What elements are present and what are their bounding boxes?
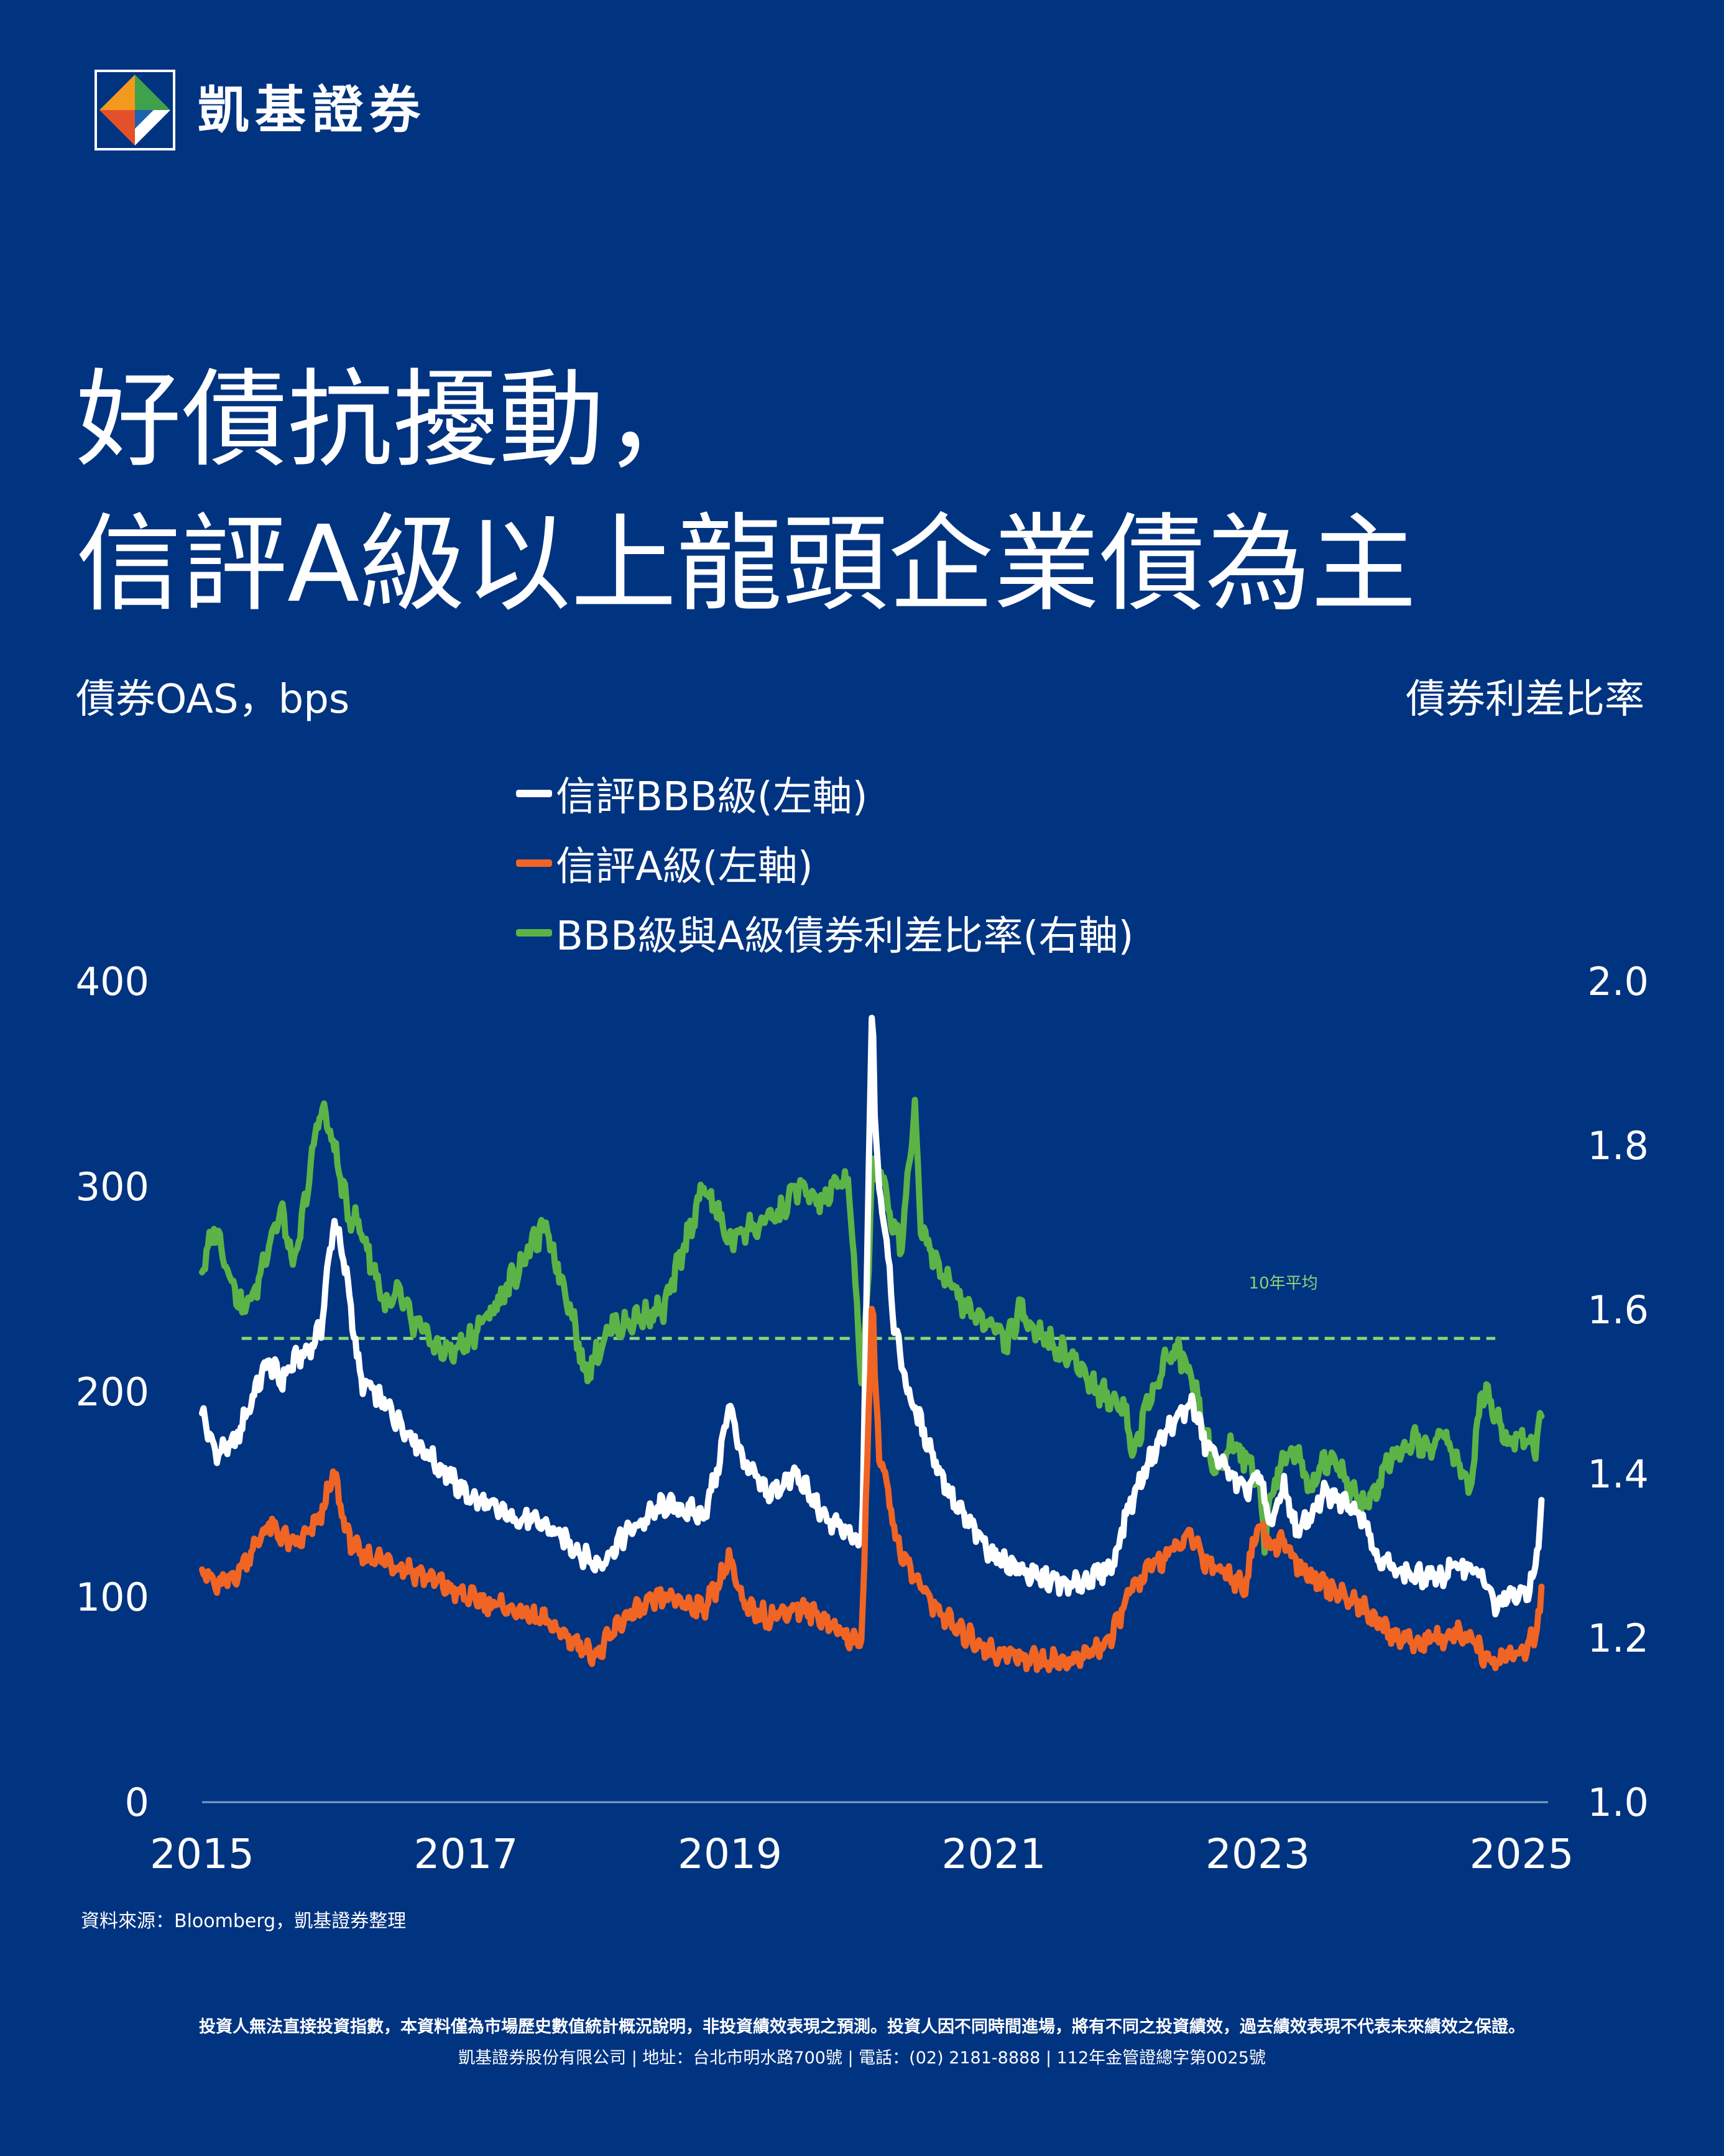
disclaimer-line-2: 凱基證券股份有限公司 | 地址：台北市明水路700號 | 電話：(02) 218… <box>458 2048 1266 2068</box>
average-annotation: 10年平均 <box>1249 1274 1318 1293</box>
y-right-tick-label: 1.2 <box>1587 1616 1649 1661</box>
y-left-tick-label: 300 <box>76 1164 149 1210</box>
a-series-line <box>199 1305 1545 1673</box>
y-left-tick-label: 100 <box>76 1575 149 1620</box>
x-tick-label: 2025 <box>1470 1830 1574 1878</box>
right-axis-title: 債券利差比率 <box>1406 677 1644 723</box>
legend-label-a: 信評A級(左軸) <box>556 844 813 890</box>
x-tick-label: 2021 <box>942 1830 1046 1878</box>
page-title: 好債抗擾動， 信評A級以上龍頭企業債為主 <box>76 348 1416 637</box>
y-left-tick-label: 200 <box>76 1369 149 1415</box>
brand-name: 凱基證券 <box>198 81 427 140</box>
legend-item-bbb: 信評BBB級(左軸) <box>516 759 1133 828</box>
y-left-tick-label: 0 <box>125 1780 149 1825</box>
brand-logo <box>94 70 175 150</box>
legend-label-bbb: 信評BBB級(左軸) <box>556 774 868 820</box>
bbb-series-line <box>199 1014 1545 1617</box>
y-left-tick-label: 400 <box>76 959 149 1004</box>
legend-swatch-a <box>516 859 552 867</box>
legend-item-ratio: BBB級與A級債券利差比率(右軸) <box>516 898 1133 968</box>
source-note: 資料來源：Bloomberg，凱基證券整理 <box>81 1910 407 1932</box>
oas-chart: 0 100 200 300 400 1.0 1.2 1.4 1.6 1.8 2.0 2015 2017 2… <box>76 959 1649 1878</box>
legend-swatch-bbb <box>516 790 552 797</box>
y-right-tick-label: 1.8 <box>1587 1123 1649 1168</box>
x-tick-label: 2017 <box>414 1830 519 1878</box>
title-line-2: 信評A級以上龍頭企業債為主 <box>76 503 1417 626</box>
disclaimer-line-1: 投資人無法直接投資指數，本資料僅為市場歷史數值統計概況說明，非投資績效表現之預測… <box>199 2017 1525 2037</box>
y-right-tick-label: 1.6 <box>1587 1287 1649 1333</box>
left-axis-title: 債券OAS，bps <box>76 677 350 723</box>
legend-label-ratio: BBB級與A級債券利差比率(右軸) <box>556 914 1134 960</box>
x-tick-label: 2019 <box>678 1830 782 1878</box>
title-line-1: 好債抗擾動， <box>76 359 711 482</box>
y-right-tick-label: 2.0 <box>1587 959 1649 1004</box>
x-tick-label: 2015 <box>150 1830 254 1878</box>
chart-legend: 信評BBB級(左軸) 信評A級(左軸) BBB級與A級債券利差比率(右軸) <box>516 759 1133 968</box>
y-right-tick-label: 1.0 <box>1587 1780 1649 1825</box>
x-tick-label: 2023 <box>1205 1830 1310 1878</box>
legend-item-a: 信評A級(左軸) <box>516 828 1133 898</box>
legend-swatch-ratio <box>516 929 552 937</box>
y-right-tick-label: 1.4 <box>1587 1451 1649 1497</box>
